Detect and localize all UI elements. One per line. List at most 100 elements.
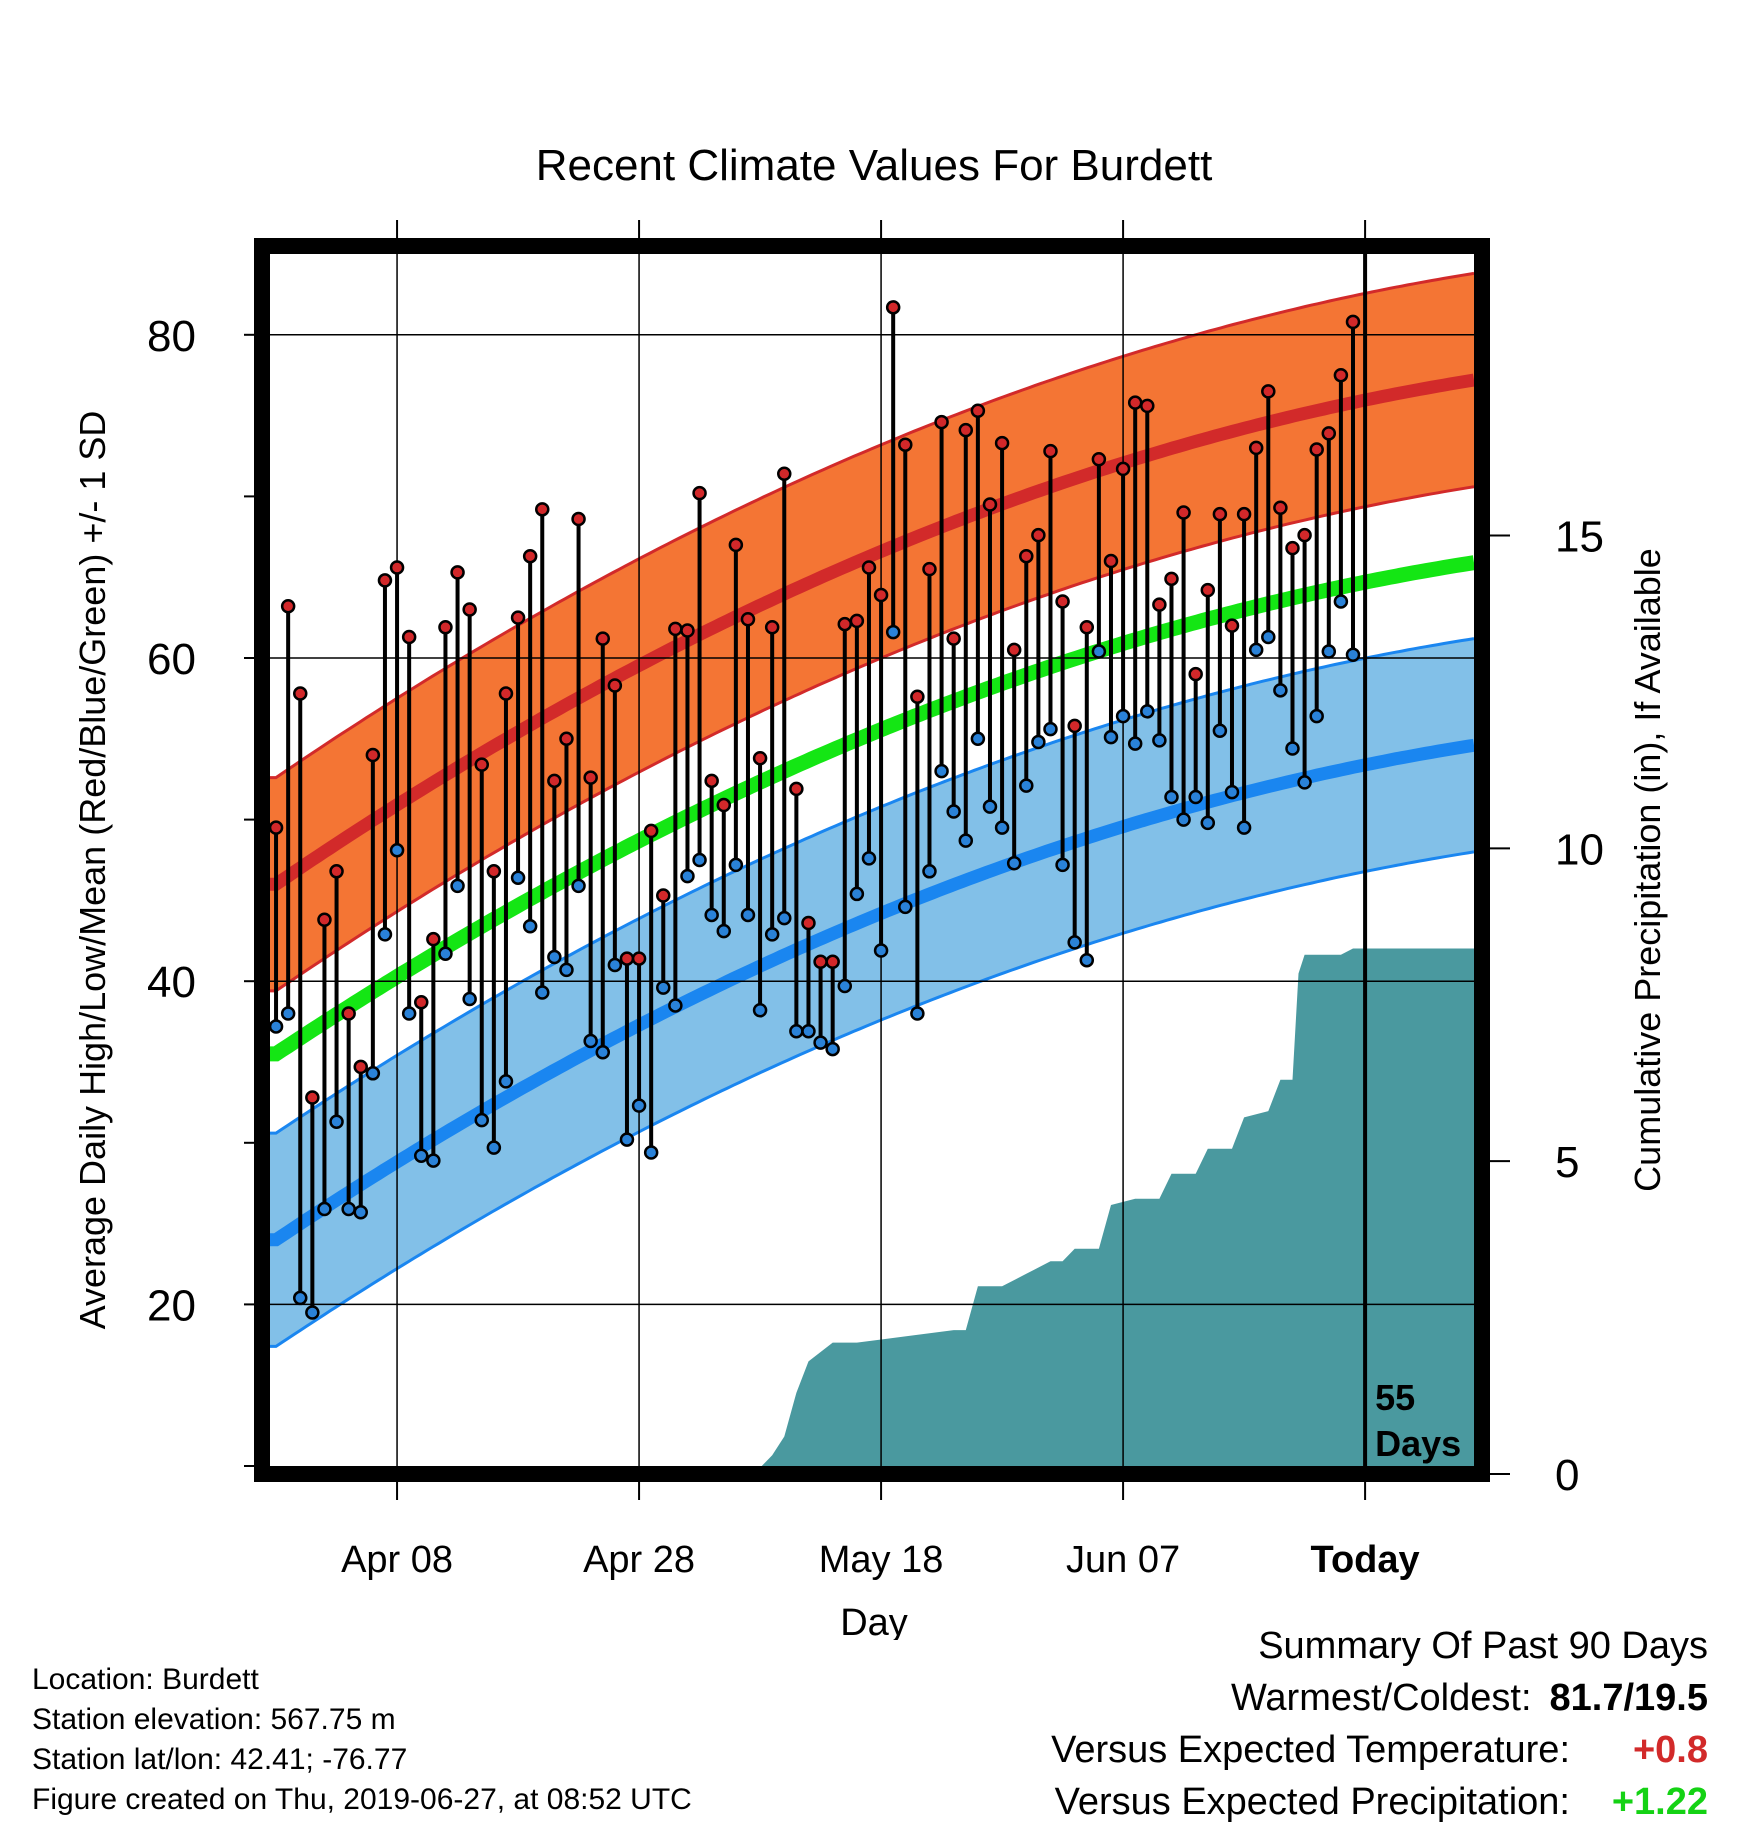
temp-anomaly-label: Versus Expected Temperature: [1051, 1729, 1570, 1771]
daily-high-point [293, 686, 308, 701]
y2-tick-label: 15 [1555, 513, 1604, 562]
warm-cold-value: 81.7/19.5 [1549, 1677, 1708, 1719]
daily-low-point [1091, 644, 1107, 659]
daily-high-point [474, 757, 490, 772]
daily-low-point [1019, 778, 1034, 793]
daily-high-point [643, 823, 659, 839]
daily-high-point [1140, 398, 1155, 414]
daily-low-point [474, 1112, 490, 1128]
daily-high-point [849, 613, 865, 629]
daily-low-point [885, 624, 901, 640]
daily-low-point [607, 957, 623, 973]
daily-high-point [752, 750, 768, 766]
x-tick-label: Apr 08 [341, 1539, 453, 1581]
low-normal-line [270, 738, 1474, 1247]
daily-low-point [377, 927, 393, 942]
daily-low-point [1333, 594, 1349, 609]
daily-high-point [1236, 506, 1252, 522]
daily-high-point [1152, 597, 1167, 612]
daily-high-point [692, 485, 707, 501]
daily-low-point [1031, 734, 1046, 750]
daily-high-point [1200, 582, 1216, 598]
daily-high-point [450, 565, 465, 580]
daily-low-point [414, 1148, 429, 1163]
daily-high-point [438, 620, 453, 635]
daily-high-point [656, 888, 671, 903]
daily-high-point [910, 689, 925, 705]
daily-high-point [1273, 500, 1288, 515]
daily-low-point [1261, 629, 1276, 645]
station-info: Location: Burdett Station elevation: 567… [32, 1660, 692, 1820]
daily-low-point [1212, 723, 1228, 738]
daily-low-point [668, 998, 683, 1013]
daily-low-point [1164, 789, 1179, 805]
daily-high-point [764, 620, 780, 635]
climate-chart: Recent Climate Values For Burdett 55 Days… [72, 141, 1668, 1640]
daily-low-point [317, 1201, 332, 1217]
daily-high-point [607, 678, 623, 693]
daily-low-point [522, 919, 538, 934]
daily-low-point [1345, 647, 1361, 663]
daily-high-point [341, 1006, 356, 1021]
daily-high-point [716, 797, 732, 813]
x-tick-label: Apr 28 [583, 1539, 695, 1581]
daily-high-point [280, 599, 296, 614]
daily-low-point [1006, 855, 1022, 871]
y-tick-label: 40 [147, 958, 196, 1007]
y-axis-label: Average Daily High/Low/Mean (Red/Blue/Gr… [72, 411, 113, 1330]
daily-high-point [994, 435, 1010, 451]
summary-panel: Summary Of Past 90 Days Warmest/Coldest:… [1051, 1620, 1708, 1828]
daily-low-point [946, 804, 961, 819]
daily-low-point [547, 949, 562, 965]
daily-high-point [728, 537, 744, 553]
precip-anomaly-label: Versus Expected Precipitation: [1054, 1781, 1570, 1823]
daily-high-point [377, 573, 393, 588]
daily-high-point [595, 631, 611, 646]
y-tick-label: 20 [147, 1281, 196, 1330]
daily-high-point [1248, 440, 1264, 456]
daily-high-point [1285, 540, 1300, 556]
daily-low-point [861, 851, 877, 866]
daily-high-point [462, 602, 477, 617]
daily-high-point [1067, 718, 1082, 734]
daily-low-point [958, 833, 974, 848]
daily-high-point [1321, 426, 1337, 441]
daily-low-point [1248, 642, 1264, 658]
daily-low-point [704, 907, 719, 923]
daily-high-point [885, 300, 901, 315]
daily-low-point [1200, 815, 1216, 831]
warm-cold-label: Warmest/Coldest: [1230, 1677, 1532, 1719]
daily-low-point [837, 978, 853, 994]
daily-high-point [535, 502, 550, 517]
daily-high-point [1043, 443, 1058, 459]
daily-high-point [789, 781, 804, 797]
daily-high-point [571, 511, 586, 527]
daily-high-point [1297, 527, 1312, 543]
daily-high-point [970, 403, 986, 419]
daily-high-point [982, 497, 998, 512]
y2-axis-label: Cumulative Precipitation (in), If Availa… [1627, 548, 1668, 1192]
daily-low-point [450, 878, 465, 894]
daily-high-point [353, 1059, 369, 1075]
daily-low-point [438, 946, 453, 961]
daily-high-point [922, 561, 937, 577]
daily-low-point [922, 864, 937, 879]
daily-high-point [680, 623, 695, 638]
daily-low-point [305, 1305, 320, 1320]
daily-high-point [317, 912, 332, 928]
precip-area [761, 948, 1474, 1466]
daily-high-point [1345, 314, 1361, 330]
daily-low-point [1152, 733, 1167, 748]
daily-high-point [426, 931, 441, 947]
daily-low-point [1055, 857, 1070, 873]
daily-low-point [764, 927, 780, 942]
daily-high-point [704, 773, 719, 789]
daily-high-point [1031, 527, 1046, 543]
plot-area: 55 Days 20 40 60 80 0 5 10 15 Apr 08 Apr 28 May 18 Ju… [147, 220, 1604, 1581]
x-axis-label: Day [840, 1602, 908, 1640]
daily-high-point [619, 951, 635, 966]
daily-low-point [595, 1045, 611, 1060]
x-tick-label: Jun 07 [1066, 1539, 1180, 1581]
daily-low-point [353, 1205, 369, 1220]
daily-high-point [401, 629, 417, 645]
